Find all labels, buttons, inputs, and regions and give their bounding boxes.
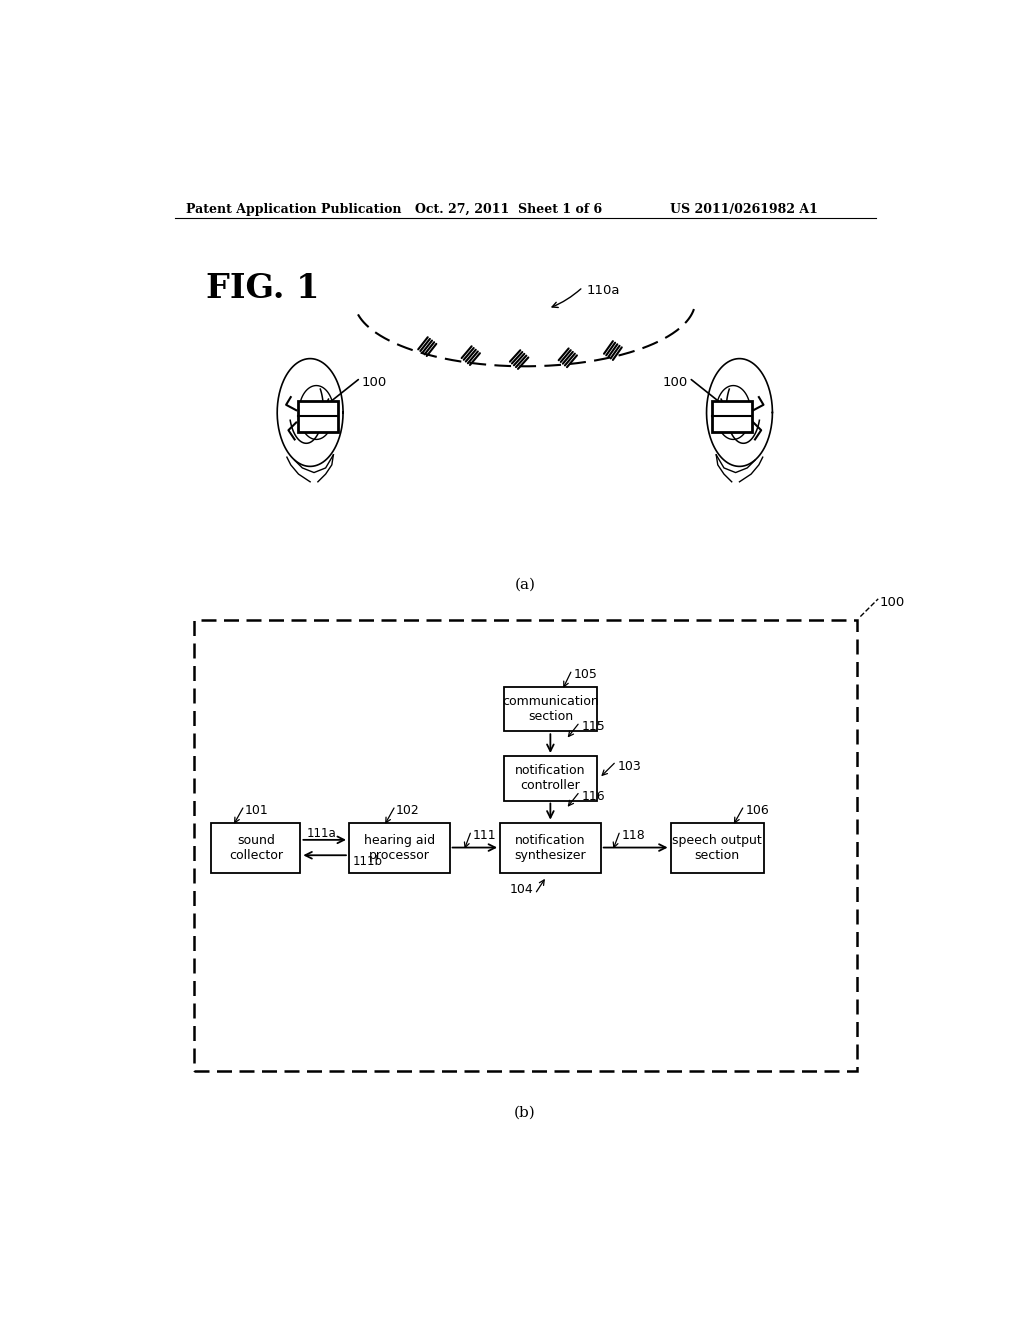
Text: FIG. 1: FIG. 1 <box>206 272 319 305</box>
Text: 100: 100 <box>880 595 905 609</box>
Text: notification
synthesizer: notification synthesizer <box>515 833 586 862</box>
Text: 118: 118 <box>622 829 645 842</box>
Text: US 2011/0261982 A1: US 2011/0261982 A1 <box>671 203 818 216</box>
Bar <box>500 822 601 873</box>
Text: 111b: 111b <box>352 855 383 869</box>
Text: 115: 115 <box>582 721 605 734</box>
Text: 104: 104 <box>510 883 534 896</box>
Text: 116: 116 <box>582 789 605 803</box>
Text: notification
controller: notification controller <box>515 764 586 792</box>
Text: (a): (a) <box>514 578 536 593</box>
Bar <box>194 620 856 1071</box>
Text: sound
collector: sound collector <box>229 833 283 862</box>
Text: 103: 103 <box>617 760 642 772</box>
Text: communication
section: communication section <box>502 694 599 723</box>
Text: 100: 100 <box>663 376 687 389</box>
Text: 111: 111 <box>473 829 497 842</box>
Text: 110a: 110a <box>587 284 621 297</box>
Text: Patent Application Publication: Patent Application Publication <box>186 203 401 216</box>
Text: 111a: 111a <box>306 828 337 841</box>
Text: hearing aid
processor: hearing aid processor <box>364 833 435 862</box>
Text: 106: 106 <box>745 804 769 817</box>
Text: 101: 101 <box>245 804 268 817</box>
Bar <box>211 822 300 873</box>
Text: 105: 105 <box>573 668 597 681</box>
Text: (b): (b) <box>514 1106 536 1119</box>
Text: speech output
section: speech output section <box>672 833 762 862</box>
Text: 100: 100 <box>362 376 387 389</box>
Text: Oct. 27, 2011  Sheet 1 of 6: Oct. 27, 2011 Sheet 1 of 6 <box>415 203 602 216</box>
Bar <box>712 401 752 432</box>
Bar <box>298 401 338 432</box>
Text: 102: 102 <box>396 804 420 817</box>
Bar <box>504 756 597 800</box>
Bar <box>504 686 597 731</box>
Bar <box>671 822 764 873</box>
Bar <box>349 822 450 873</box>
